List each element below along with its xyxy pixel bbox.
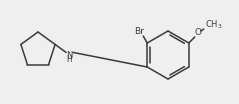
Text: H: H [66, 55, 72, 64]
Text: CH$_3$: CH$_3$ [205, 19, 223, 31]
Text: Br: Br [134, 27, 144, 35]
Text: O: O [194, 28, 201, 38]
Text: N: N [66, 51, 72, 60]
